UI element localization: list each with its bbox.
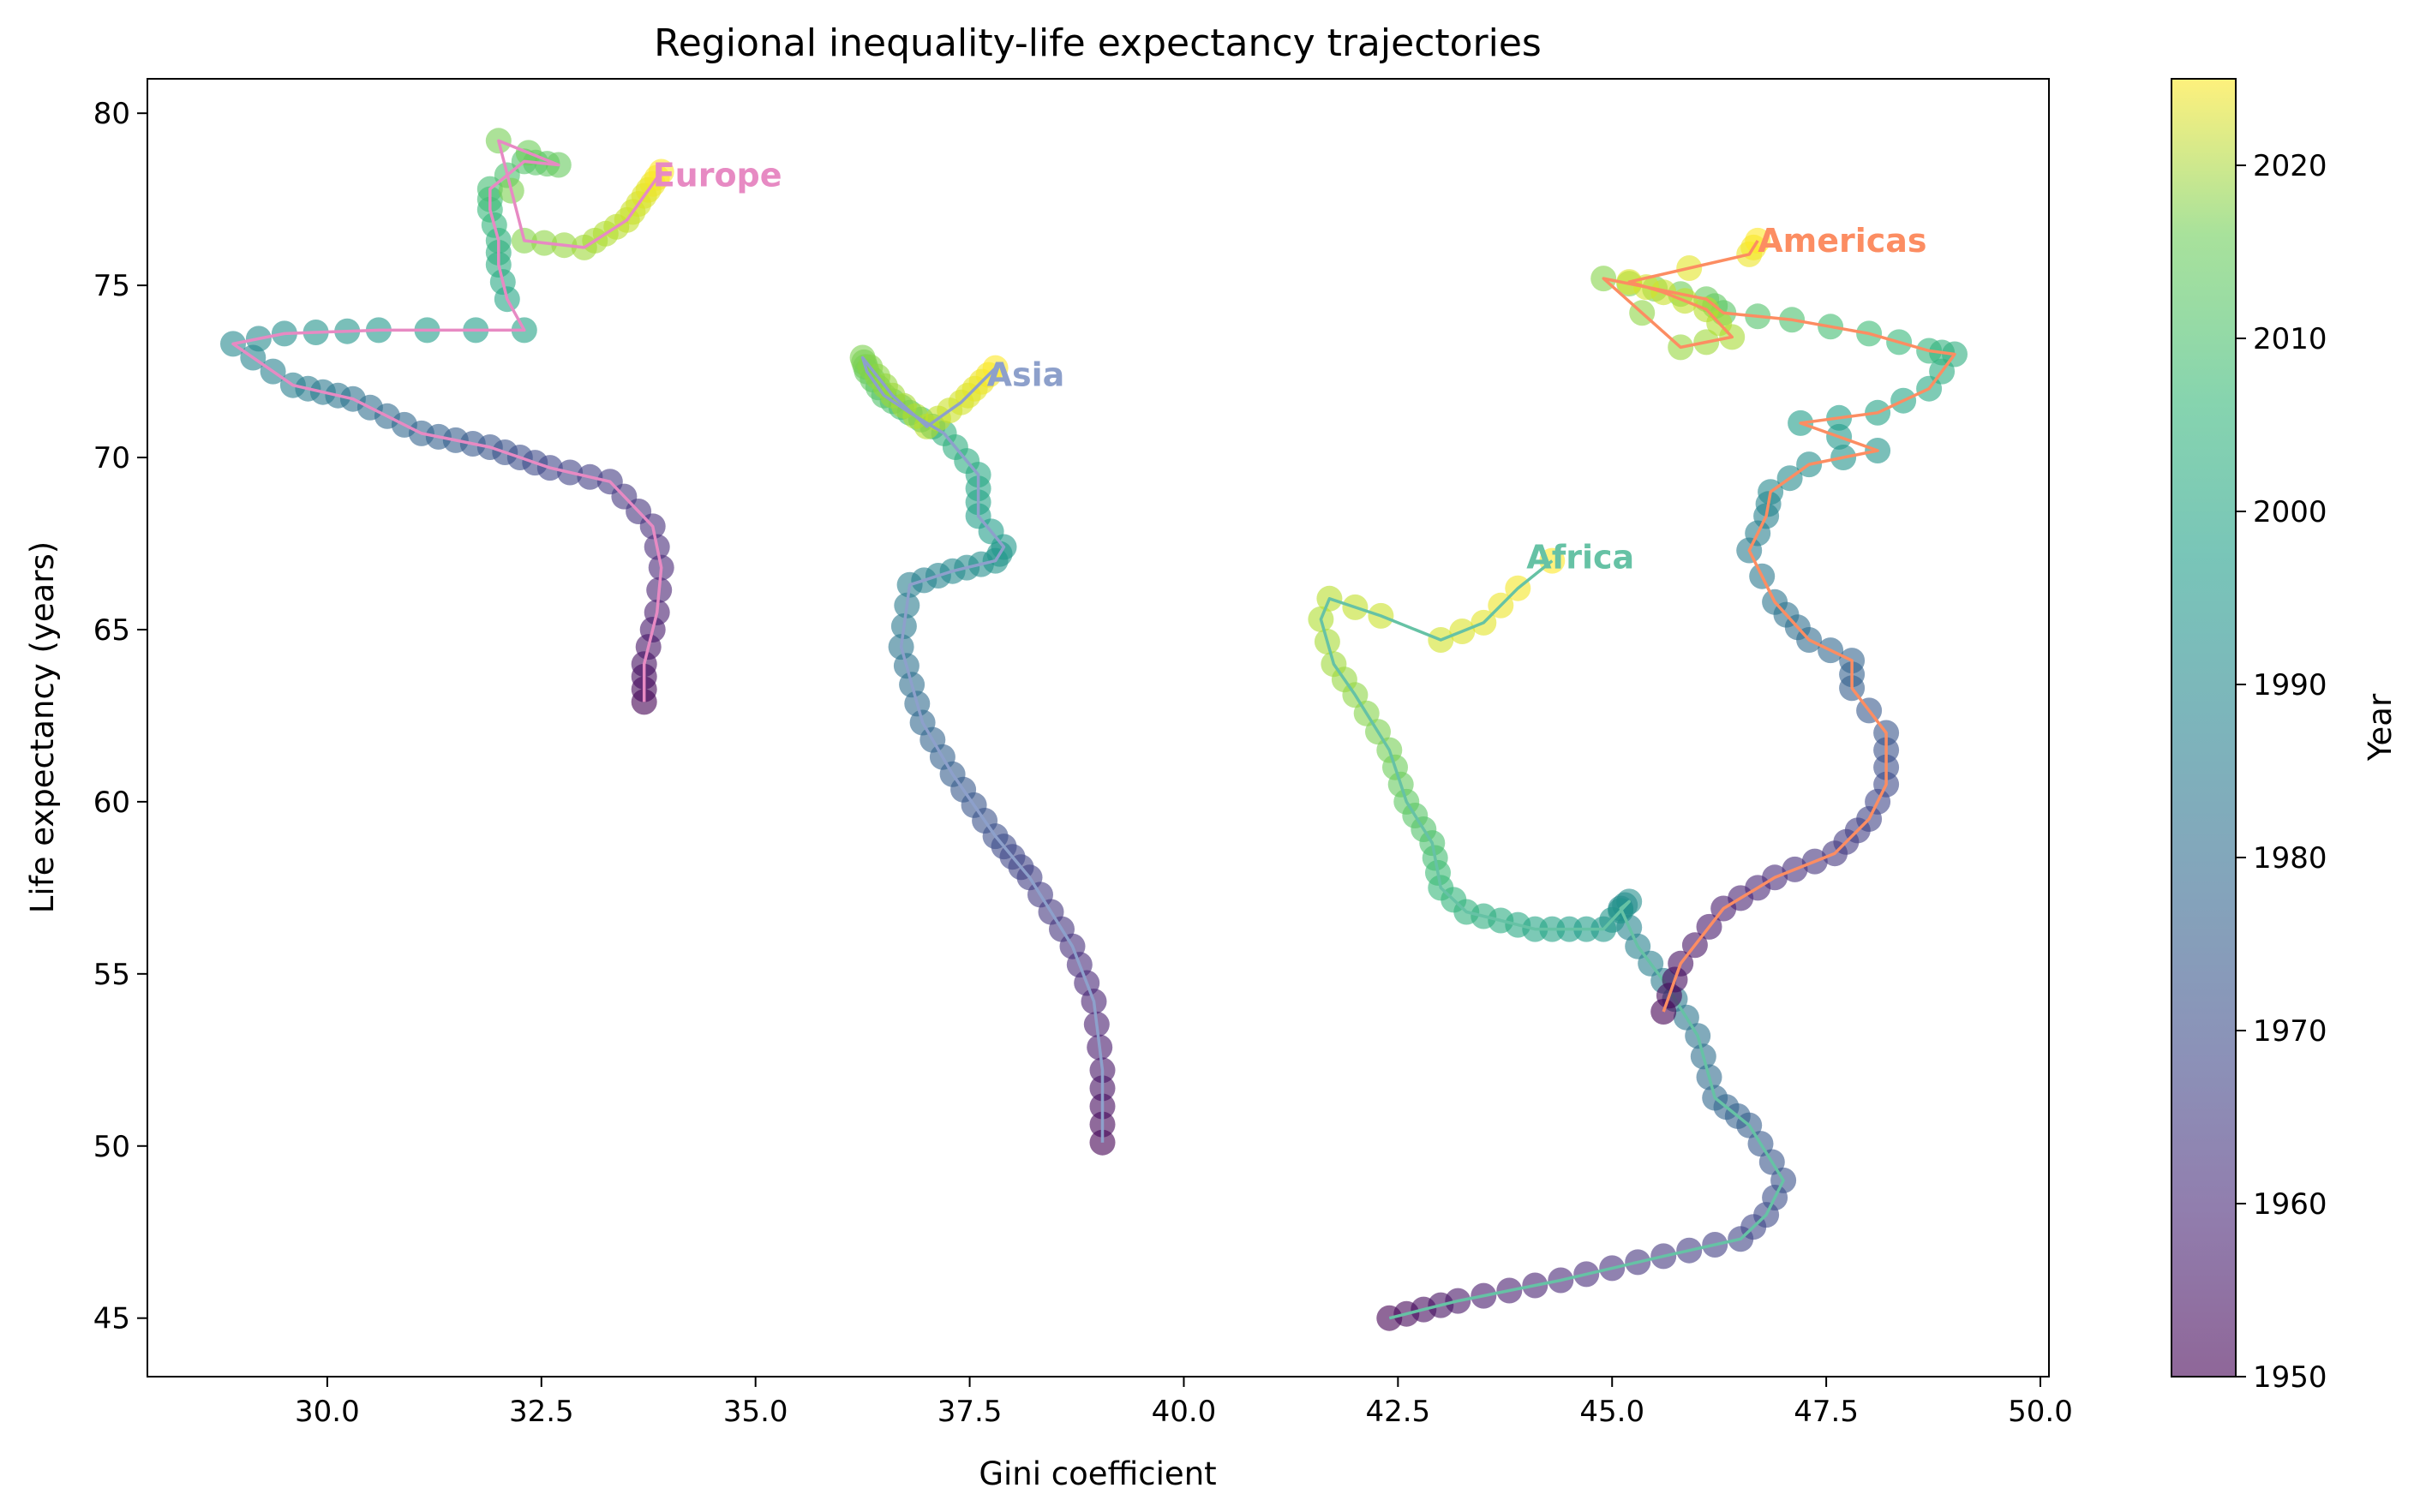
region-label-americas: Americas <box>1758 222 1926 260</box>
region-label-europe: Europe <box>653 157 782 194</box>
y-tick-label: 80 <box>93 97 130 131</box>
colorbar-tick-label: 2020 <box>2253 149 2327 183</box>
x-tick-label: 50.0 <box>2008 1395 2073 1429</box>
colorbar-ticks: 1950 1960 1970 1980 1990 2000 2010 2020 <box>2236 149 2327 1395</box>
y-tick-label: 65 <box>93 613 130 648</box>
y-tick-label: 70 <box>93 441 130 475</box>
region-label-africa: Africa <box>1526 539 1634 577</box>
colorbar-tick-label: 2000 <box>2253 495 2327 529</box>
region-labels: Europe Asia Africa Americas <box>653 157 1927 577</box>
x-tick-label: 40.0 <box>1152 1395 1217 1429</box>
x-tick-label: 42.5 <box>1365 1395 1430 1429</box>
series-africa <box>1308 547 1797 1331</box>
y-axis-title: Life expectancy (years) <box>24 541 61 913</box>
colorbar <box>2171 78 2237 1378</box>
colorbar-tick-label: 1950 <box>2253 1360 2327 1395</box>
x-tick-label: 37.5 <box>937 1395 1003 1429</box>
region-label-asia: Asia <box>987 356 1065 394</box>
y-axis-ticks: 45 50 55 60 65 70 75 80 <box>93 97 147 1336</box>
y-tick-label: 55 <box>93 958 130 992</box>
trajectory-line-americas <box>1602 239 1956 1013</box>
x-tick-label: 47.5 <box>1794 1395 1859 1429</box>
y-tick-label: 45 <box>93 1302 130 1336</box>
trajectory-line-europe <box>231 139 663 702</box>
plot-frame <box>147 78 2050 1378</box>
y-tick-label: 75 <box>93 269 130 303</box>
y-tick-label: 50 <box>93 1130 130 1164</box>
series-americas <box>1590 227 1968 1025</box>
x-axis-title: Gini coefficient <box>979 1455 1216 1492</box>
chart-title: Regional inequality-life expectancy traj… <box>654 21 1542 65</box>
x-tick-label: 30.0 <box>295 1395 360 1429</box>
colorbar-tick-label: 1990 <box>2253 668 2327 702</box>
y-tick-label: 60 <box>93 786 130 820</box>
x-tick-label: 45.0 <box>1579 1395 1644 1429</box>
x-tick-label: 32.5 <box>509 1395 574 1429</box>
trajectory-line-africa <box>1319 559 1785 1320</box>
colorbar-tick-label: 1980 <box>2253 841 2327 876</box>
colorbar-tick-label: 2010 <box>2253 322 2327 356</box>
series-asia <box>849 344 1116 1156</box>
trajectory-line-asia <box>860 356 1105 1143</box>
colorbar-tick-label: 1970 <box>2253 1014 2327 1049</box>
x-axis-ticks: 30.0 32.5 35.0 37.5 40.0 42.5 45.0 47.5 50.0 <box>295 1377 2073 1429</box>
plot-area <box>220 128 1968 1331</box>
colorbar-tick-label: 1960 <box>2253 1187 2327 1222</box>
colorbar-title: Year <box>2362 693 2399 762</box>
series-europe <box>220 128 674 715</box>
x-tick-label: 35.0 <box>723 1395 788 1429</box>
